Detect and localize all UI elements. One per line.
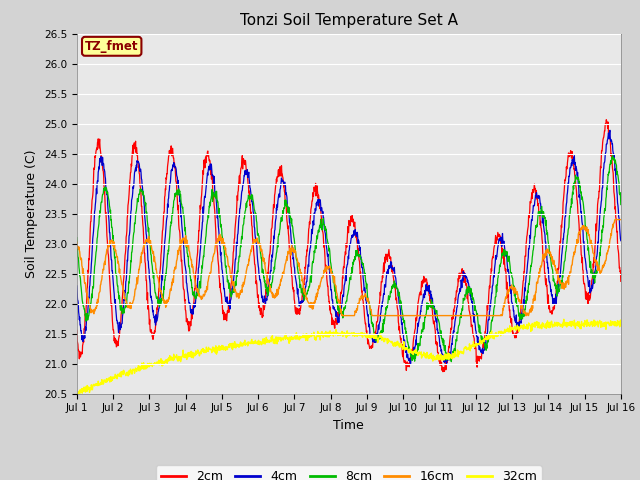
8cm [304,288,312,293]
2cm [137,192,145,198]
16cm [304,298,312,304]
Line: 8cm: 8cm [77,155,621,361]
2cm [325,293,333,299]
16cm [338,312,346,318]
2cm [617,278,625,284]
16cm [73,239,81,245]
4cm [115,326,123,332]
Line: 32cm: 32cm [77,319,621,394]
X-axis label: Time: Time [333,419,364,432]
16cm [315,283,323,288]
8cm [617,202,625,207]
2cm [439,369,447,374]
16cm [617,216,625,222]
4cm [407,361,415,367]
32cm [115,373,123,379]
32cm [383,337,390,343]
4cm [73,283,81,289]
32cm [304,337,312,343]
2cm [602,117,610,122]
32cm [325,331,333,337]
Line: 4cm: 4cm [77,130,621,364]
2cm [315,195,323,201]
Legend: 2cm, 4cm, 8cm, 16cm, 32cm: 2cm, 4cm, 8cm, 16cm, 32cm [156,465,541,480]
2cm [73,327,81,333]
32cm [560,316,568,322]
2cm [115,335,123,340]
16cm [383,312,390,318]
4cm [617,238,625,243]
4cm [304,269,312,275]
32cm [73,391,81,396]
Line: 2cm: 2cm [77,120,621,372]
32cm [137,366,145,372]
4cm [606,127,614,133]
8cm [447,359,455,364]
Text: TZ_fmet: TZ_fmet [85,40,138,53]
32cm [315,332,323,338]
8cm [137,186,145,192]
16cm [611,216,619,222]
Title: Tonzi Soil Temperature Set A: Tonzi Soil Temperature Set A [240,13,458,28]
2cm [383,256,390,262]
32cm [617,322,625,328]
2cm [304,242,312,248]
4cm [137,170,145,176]
8cm [383,307,390,313]
4cm [383,274,390,279]
16cm [325,264,333,270]
8cm [73,235,81,240]
8cm [115,296,123,302]
Y-axis label: Soil Temperature (C): Soil Temperature (C) [25,149,38,278]
8cm [609,152,616,157]
16cm [137,260,145,265]
4cm [325,264,333,270]
8cm [325,244,333,250]
Line: 16cm: 16cm [77,219,621,315]
8cm [315,229,323,235]
16cm [115,262,123,268]
4cm [315,197,323,203]
